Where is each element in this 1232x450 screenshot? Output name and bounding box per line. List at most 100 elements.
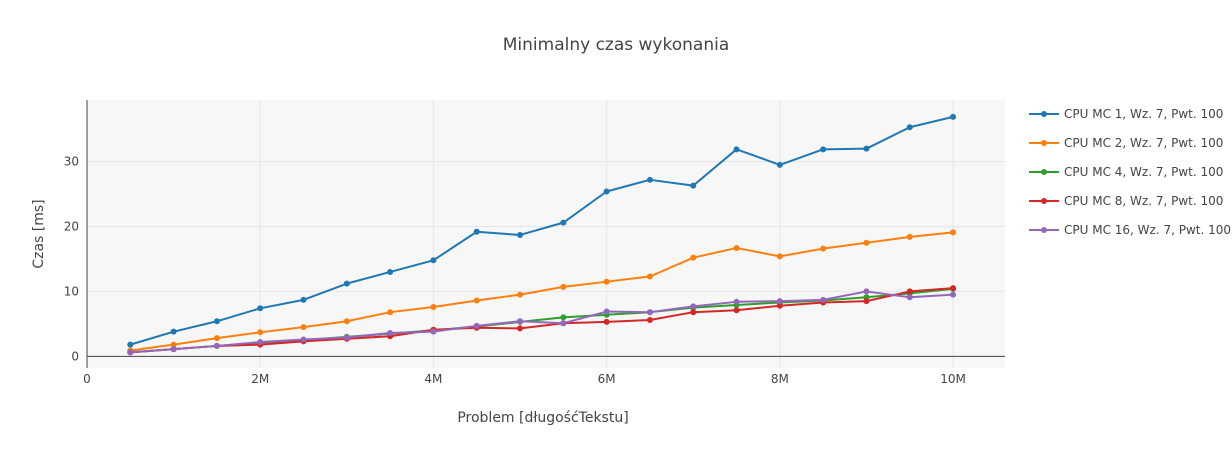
series-line xyxy=(130,231,954,352)
data-point[interactable] xyxy=(863,288,870,295)
data-point[interactable] xyxy=(950,291,957,298)
data-point[interactable] xyxy=(517,231,524,238)
x-tick-label: 2M xyxy=(251,372,269,386)
series-5 xyxy=(127,288,957,356)
data-point[interactable] xyxy=(646,309,653,316)
y-tick-label: 30 xyxy=(64,155,79,169)
data-point[interactable] xyxy=(473,228,480,235)
data-point[interactable] xyxy=(560,283,567,290)
data-point[interactable] xyxy=(776,298,783,305)
legend-label: CPU MC 2, Wz. 7, Pwt. 100 xyxy=(1064,136,1223,150)
legend[interactable]: CPU MC 1, Wz. 7, Pwt. 100 CPU MC 2, Wz. 7… xyxy=(1029,107,1231,237)
data-point[interactable] xyxy=(343,280,350,287)
data-point[interactable] xyxy=(213,342,220,349)
data-point[interactable] xyxy=(863,298,870,305)
y-tick-label: 0 xyxy=(71,349,79,363)
data-point[interactable] xyxy=(430,304,437,311)
data-point[interactable] xyxy=(560,219,567,226)
data-point[interactable] xyxy=(603,318,610,325)
data-point[interactable] xyxy=(213,335,220,342)
data-point[interactable] xyxy=(906,124,913,131)
data-point[interactable] xyxy=(473,297,480,304)
data-point[interactable] xyxy=(560,320,567,327)
data-point[interactable] xyxy=(733,298,740,305)
data-point[interactable] xyxy=(387,329,394,336)
data-point[interactable] xyxy=(690,254,697,261)
data-point[interactable] xyxy=(690,309,697,316)
data-point[interactable] xyxy=(906,233,913,240)
series-line xyxy=(130,115,954,346)
data-point[interactable] xyxy=(646,316,653,323)
data-point[interactable] xyxy=(257,329,264,336)
data-point[interactable] xyxy=(430,328,437,335)
data-point[interactable] xyxy=(213,318,220,325)
data-point[interactable] xyxy=(603,278,610,285)
x-tick-label: 0 xyxy=(83,372,91,386)
y-tick-label: 10 xyxy=(64,284,79,298)
data-point[interactable] xyxy=(776,161,783,168)
legend-item[interactable]: CPU MC 8, Wz. 7, Pwt. 100 xyxy=(1029,194,1223,208)
data-point[interactable] xyxy=(646,273,653,280)
data-point[interactable] xyxy=(950,285,957,292)
y-tick-label: 20 xyxy=(64,220,79,234)
data-point[interactable] xyxy=(950,229,957,236)
data-point[interactable] xyxy=(300,336,307,343)
data-point[interactable] xyxy=(733,146,740,153)
legend-swatch-marker xyxy=(1041,111,1047,117)
data-point[interactable] xyxy=(776,302,783,309)
data-point[interactable] xyxy=(387,268,394,275)
chart-title: Minimalny czas wykonania xyxy=(503,35,730,55)
data-point[interactable] xyxy=(517,318,524,325)
data-point[interactable] xyxy=(560,314,567,321)
plot-area xyxy=(87,100,1005,368)
data-point[interactable] xyxy=(646,176,653,183)
data-point[interactable] xyxy=(863,145,870,152)
data-point[interactable] xyxy=(906,288,913,295)
legend-swatch-marker xyxy=(1041,227,1047,233)
data-point[interactable] xyxy=(690,182,697,189)
data-point[interactable] xyxy=(820,146,827,153)
data-point[interactable] xyxy=(517,325,524,332)
series-1 xyxy=(127,113,957,348)
legend-label: CPU MC 16, Wz. 7, Pwt. 100 xyxy=(1064,223,1231,237)
legend-item[interactable]: CPU MC 4, Wz. 7, Pwt. 100 xyxy=(1029,165,1223,179)
data-point[interactable] xyxy=(430,257,437,264)
data-point[interactable] xyxy=(820,245,827,252)
data-point[interactable] xyxy=(343,334,350,341)
legend-item[interactable]: CPU MC 1, Wz. 7, Pwt. 100 xyxy=(1029,107,1223,121)
data-point[interactable] xyxy=(603,188,610,195)
y-axis-label: Czas [ms] xyxy=(31,199,47,268)
data-point[interactable] xyxy=(733,307,740,314)
data-point[interactable] xyxy=(170,341,177,348)
data-point[interactable] xyxy=(257,339,264,346)
legend-swatch-marker xyxy=(1041,140,1047,146)
data-point[interactable] xyxy=(127,341,134,348)
legend-item[interactable]: CPU MC 2, Wz. 7, Pwt. 100 xyxy=(1029,136,1223,150)
x-tick-label: 4M xyxy=(424,372,442,386)
legend-label: CPU MC 4, Wz. 7, Pwt. 100 xyxy=(1064,165,1223,179)
data-point[interactable] xyxy=(690,303,697,310)
legend-item[interactable]: CPU MC 16, Wz. 7, Pwt. 100 xyxy=(1029,223,1231,237)
data-point[interactable] xyxy=(387,309,394,316)
data-point[interactable] xyxy=(820,296,827,303)
data-point[interactable] xyxy=(776,253,783,260)
data-point[interactable] xyxy=(127,349,134,356)
data-point[interactable] xyxy=(863,239,870,246)
data-point[interactable] xyxy=(300,324,307,331)
data-point[interactable] xyxy=(950,113,957,120)
series-layer xyxy=(127,113,957,356)
data-point[interactable] xyxy=(473,322,480,329)
data-point[interactable] xyxy=(170,346,177,353)
y-axis-ticks: 0 10 20 30 xyxy=(64,155,79,364)
data-point[interactable] xyxy=(517,291,524,298)
data-point[interactable] xyxy=(170,328,177,335)
data-point[interactable] xyxy=(906,294,913,301)
data-point[interactable] xyxy=(733,244,740,251)
data-point[interactable] xyxy=(300,296,307,303)
data-point[interactable] xyxy=(257,305,264,312)
data-point[interactable] xyxy=(603,308,610,315)
x-tick-label: 6M xyxy=(598,372,616,386)
x-tick-label: 8M xyxy=(771,372,789,386)
data-point[interactable] xyxy=(343,318,350,325)
